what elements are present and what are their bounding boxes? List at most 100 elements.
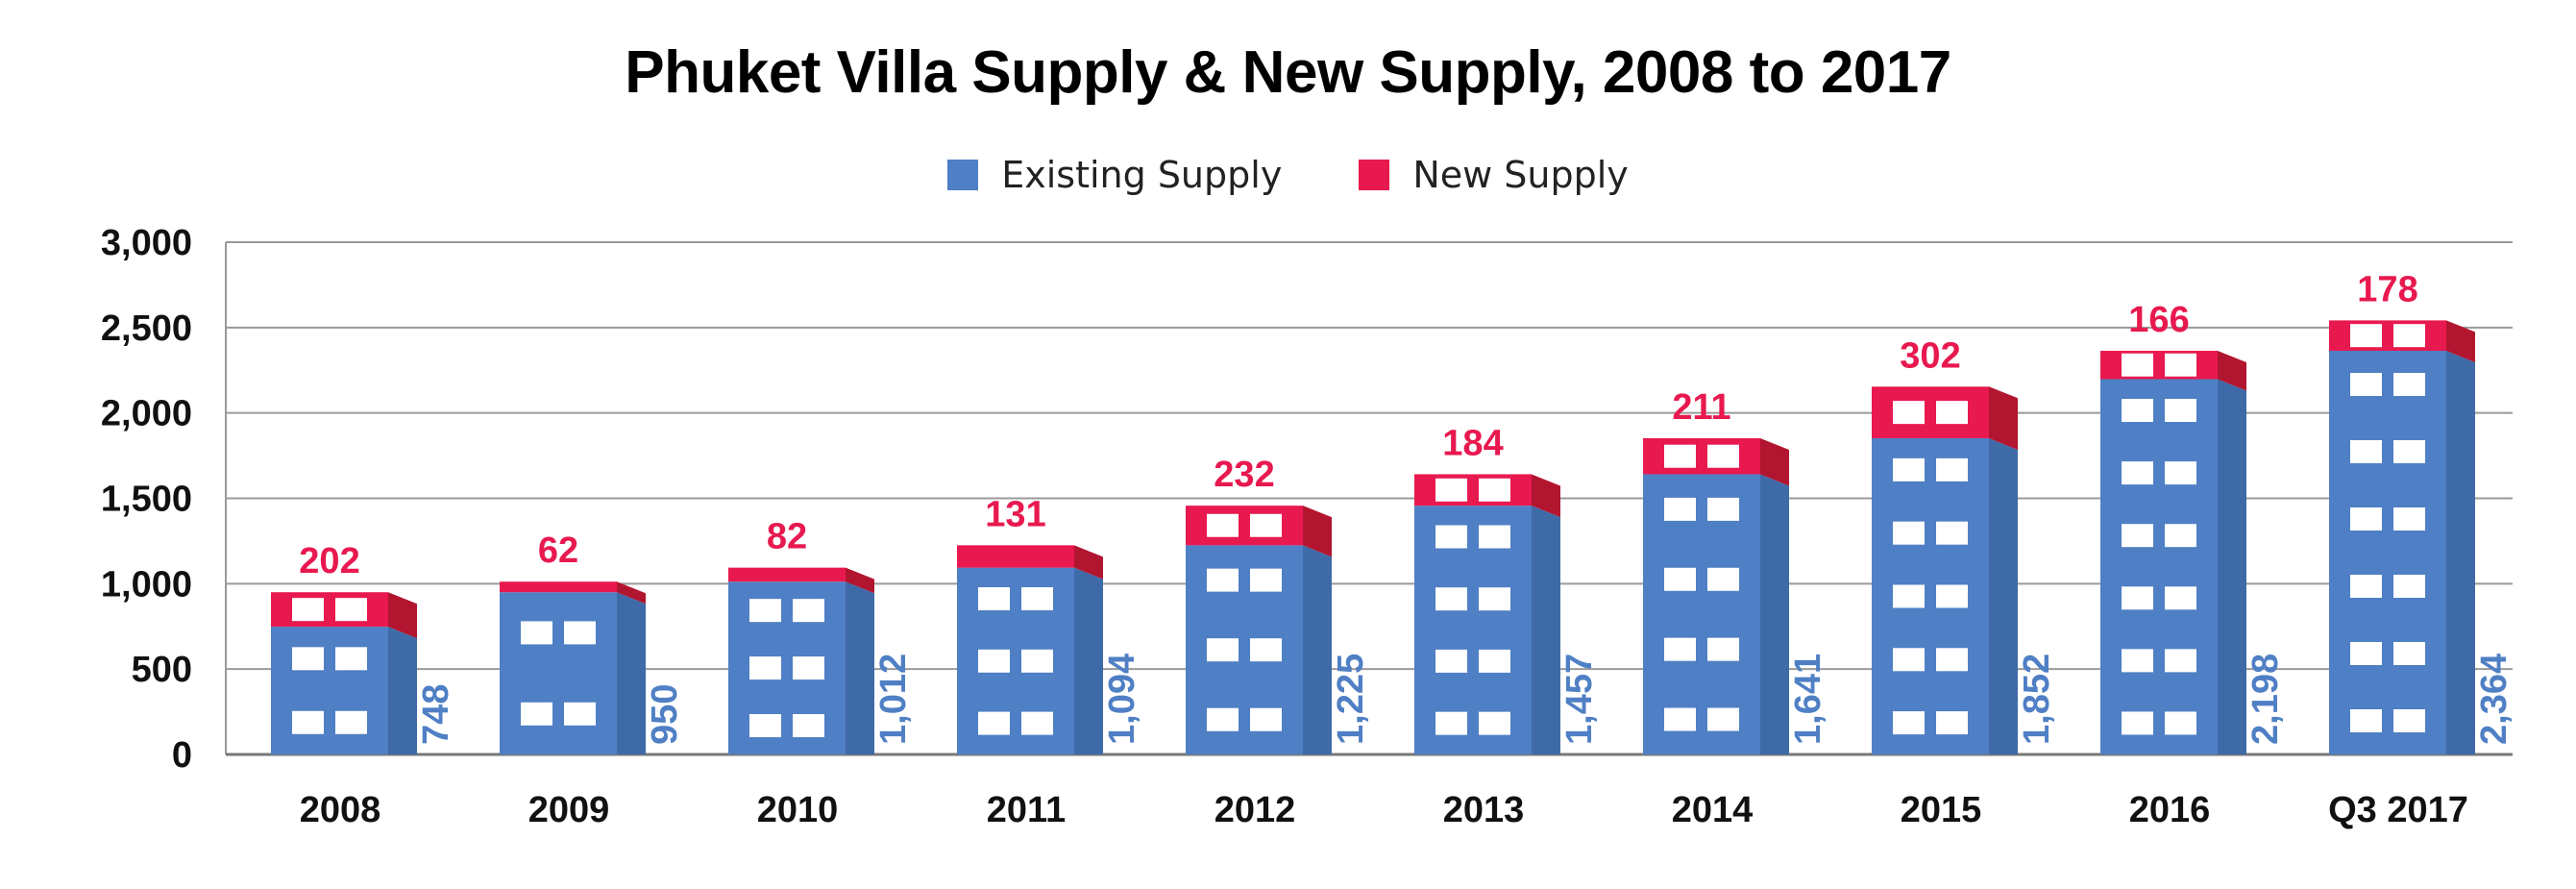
- legend-swatch-existing: [947, 160, 979, 190]
- x-tick-label: 2008: [300, 790, 381, 830]
- window: [2122, 586, 2153, 610]
- bar-existing-side: [617, 592, 646, 754]
- window: [2350, 439, 2382, 463]
- x-tick-label: 2011: [987, 790, 1066, 830]
- window: [793, 656, 824, 680]
- new-supply-label: 166: [2128, 300, 2189, 340]
- window: [1479, 478, 1510, 502]
- window: [2165, 586, 2196, 610]
- window: [749, 656, 781, 680]
- x-tick-label: 2014: [1672, 790, 1754, 830]
- new-supply-label: 178: [2357, 269, 2417, 309]
- bar-new-side: [1303, 506, 1332, 557]
- y-tick-label: 1,000: [101, 564, 192, 605]
- window: [2350, 708, 2382, 732]
- window: [749, 714, 781, 738]
- legend-item-existing: Existing Supply: [947, 154, 1282, 196]
- bar-existing: [1872, 437, 1989, 754]
- bar-existing: [1414, 506, 1532, 754]
- existing-supply-label: 748: [416, 684, 456, 745]
- window: [1250, 707, 1282, 731]
- bar-existing: [1643, 474, 1760, 754]
- window: [335, 710, 367, 734]
- window: [2122, 711, 2153, 735]
- legend-label-existing: Existing Supply: [1001, 154, 1283, 196]
- window: [1250, 568, 1282, 592]
- window: [2122, 461, 2153, 485]
- window: [749, 599, 781, 623]
- bar-new-side: [2218, 350, 2246, 391]
- x-tick-label: Q3 2017: [2328, 790, 2468, 830]
- window: [335, 647, 367, 671]
- bar-new-side: [617, 581, 646, 605]
- window: [1207, 568, 1239, 592]
- window: [978, 587, 1010, 611]
- window: [1664, 567, 1696, 591]
- bar-new-side: [1074, 545, 1103, 580]
- window: [1479, 711, 1510, 735]
- new-supply-label: 62: [538, 531, 578, 571]
- window: [2393, 324, 2425, 348]
- window: [1893, 401, 1925, 425]
- window: [335, 598, 367, 622]
- new-supply-label: 184: [1442, 423, 1503, 463]
- window: [2165, 399, 2196, 423]
- window: [1936, 584, 1968, 608]
- window: [292, 598, 324, 622]
- bar-new: [271, 592, 388, 628]
- bar-new-side: [388, 592, 417, 639]
- bar-new-side: [846, 567, 874, 594]
- window: [1250, 513, 1282, 537]
- window: [2350, 372, 2382, 396]
- bar-existing-side: [846, 581, 874, 754]
- new-supply-label: 211: [1672, 387, 1730, 428]
- bar-new-side: [1532, 474, 1560, 518]
- window: [1893, 648, 1925, 672]
- window: [2122, 649, 2153, 673]
- window: [2350, 574, 2382, 598]
- x-tick-label: 2012: [1214, 790, 1296, 830]
- bar-existing-side: [388, 627, 417, 754]
- bar-existing-side: [1989, 437, 2018, 754]
- bar-existing: [500, 592, 617, 754]
- window: [1207, 513, 1239, 537]
- x-tick-label: 2009: [528, 790, 610, 830]
- x-tick-label: 2016: [2129, 790, 2211, 830]
- bar-new-side: [2446, 320, 2475, 362]
- bar-new: [500, 581, 617, 593]
- bar-existing-side: [2446, 350, 2475, 754]
- window: [564, 702, 596, 726]
- window: [793, 714, 824, 738]
- bar-new: [728, 567, 846, 582]
- legend-item-new: New Supply: [1359, 154, 1629, 196]
- y-tick-label: 2,000: [101, 394, 192, 434]
- window: [1435, 711, 1467, 735]
- x-tick-label: 2010: [757, 790, 839, 830]
- window: [1250, 638, 1282, 662]
- existing-supply-label: 1,641: [1788, 654, 1828, 745]
- window: [1936, 521, 1968, 545]
- existing-supply-label: 2,364: [2474, 654, 2515, 745]
- window: [1707, 707, 1739, 731]
- window: [2393, 641, 2425, 665]
- window: [1435, 587, 1467, 611]
- new-supply-label: 302: [1900, 335, 1960, 376]
- window: [1936, 648, 1968, 672]
- window: [978, 649, 1010, 673]
- window: [1707, 444, 1739, 468]
- bar-new: [1414, 474, 1532, 506]
- window: [1936, 457, 1968, 482]
- y-tick-label: 2,500: [101, 309, 192, 349]
- window: [1893, 521, 1925, 545]
- bar-new: [1643, 437, 1760, 475]
- window: [2122, 399, 2153, 423]
- bar-new: [2100, 350, 2218, 380]
- bar-existing: [728, 581, 846, 754]
- bar-new: [1872, 386, 1989, 438]
- new-supply-label: 131: [985, 494, 1045, 534]
- window: [1893, 711, 1925, 735]
- window: [2165, 524, 2196, 548]
- window: [2165, 711, 2196, 735]
- y-tick-label: 1,500: [101, 480, 192, 520]
- window: [1936, 711, 1968, 735]
